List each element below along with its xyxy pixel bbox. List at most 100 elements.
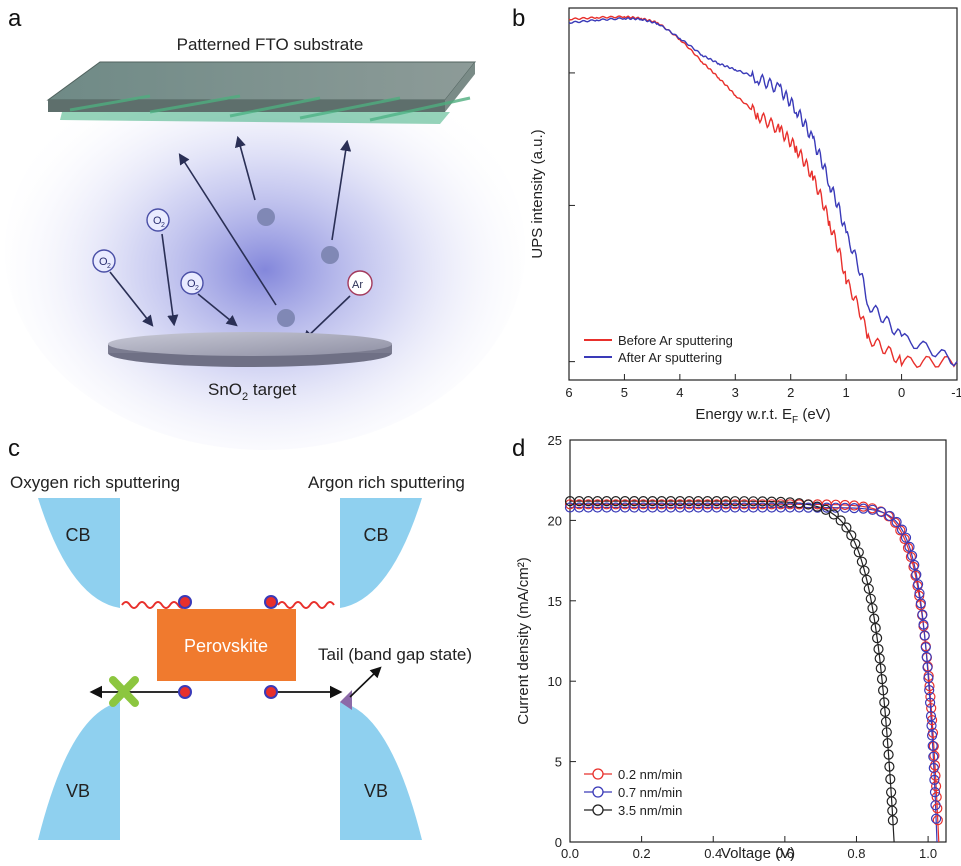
o2-molecule: O 2 [92, 249, 116, 273]
jv-point [874, 653, 885, 664]
sputtered-particle [321, 246, 339, 264]
ups-x-tick-label: 1 [843, 385, 850, 400]
svg-text:2: 2 [161, 222, 165, 229]
argon-rich-title: Argon rich sputtering [308, 473, 465, 492]
panel-a-label: a [8, 5, 22, 32]
jv-point [926, 720, 937, 731]
tail-state [340, 690, 352, 710]
particle-arrows [109, 135, 352, 342]
jv-point [871, 632, 883, 644]
panel-b: b UPS intensity (a.u.) Energy w.r.t. EF … [512, 5, 961, 426]
jv-point [812, 501, 823, 512]
jv-point [856, 556, 868, 567]
jv-point [930, 770, 941, 781]
jv-point [879, 706, 891, 718]
electron-dot [178, 595, 192, 609]
jv-point [863, 583, 874, 594]
ups-x-ticks: 6 5 4 3 2 1 0 -1 [565, 374, 961, 400]
ups-x-tick-label: -1 [951, 385, 961, 400]
jv-point [926, 714, 938, 726]
legend-0-2: 0.2 nm/min [618, 767, 682, 782]
jv-point [900, 532, 912, 543]
o2-molecule: O 2 [146, 208, 170, 232]
jv-y-tick-label: 10 [548, 674, 562, 689]
jv-x-tick-label: 0.2 [633, 846, 651, 861]
jv-point [930, 780, 942, 792]
jv-point [915, 598, 927, 609]
blocked-cross-icon [109, 676, 139, 707]
right-electron-wave [277, 601, 335, 609]
jv-point [835, 515, 846, 526]
ups-y-ticks [569, 72, 575, 363]
jv-point [899, 533, 910, 545]
jv-y-tick-label: 15 [548, 594, 562, 609]
jv-point [876, 673, 888, 685]
jv-point [929, 774, 940, 786]
svg-text:2: 2 [195, 285, 199, 292]
jv-point [853, 547, 864, 558]
jv-point [882, 738, 893, 749]
panel-c: c Oxygen rich sputtering Argon rich sput… [8, 435, 472, 840]
jv-point [902, 542, 914, 554]
hole-dot [264, 685, 278, 699]
jv-point [922, 662, 933, 673]
jv-point [927, 740, 938, 752]
ups-x-tick-label: 6 [565, 385, 572, 400]
ups-x-tick-label: 0 [898, 385, 905, 400]
jv-point [876, 506, 887, 518]
ups-x-tick-label: 3 [732, 385, 739, 400]
jv-point [923, 673, 934, 684]
panel-c-label: c [8, 435, 20, 462]
jv-point [883, 749, 894, 760]
jv-point [828, 509, 839, 520]
jv-point [926, 703, 937, 714]
ups-y-axis-label: UPS intensity (a.u.) [529, 129, 546, 258]
panel-d: d Current density (mA/cm²) Voltage (V) 0… [512, 433, 947, 862]
fto-substrate [46, 61, 477, 124]
sputtered-particle [257, 208, 275, 226]
perovskite-label: Perovskite [184, 636, 268, 656]
ar-ion: Ar [347, 270, 373, 296]
svg-text:O: O [153, 215, 162, 227]
jv-point [880, 716, 892, 727]
jv-point [850, 538, 861, 549]
o2-molecule: O 2 [180, 271, 204, 295]
sputtered-particle [277, 309, 295, 327]
jv-point [875, 663, 886, 674]
ups-after-line [568, 16, 958, 367]
jv-point [841, 522, 852, 533]
tail-label: Tail (band gap state) [318, 645, 472, 664]
substrate-label: Patterned FTO substrate [177, 35, 364, 54]
ups-series [568, 15, 958, 369]
perovskite-block [157, 609, 296, 681]
jv-point [919, 630, 930, 641]
jv-point [885, 773, 896, 785]
tail-pointer-arrow [349, 666, 382, 698]
oxygen-rich-title: Oxygen rich sputtering [10, 473, 180, 492]
electron-dot [264, 595, 278, 609]
right-vb-band [340, 702, 422, 840]
jv-point [881, 727, 892, 738]
jv-x-tick-label: 0.4 [704, 846, 722, 861]
jv-point [896, 524, 908, 535]
hole-dot [178, 685, 192, 699]
panel-a: a Patterned FTO substrate [5, 5, 525, 450]
jv-point [917, 609, 928, 620]
ups-x-tick-label: 4 [676, 385, 683, 400]
jv-plot-frame [569, 439, 947, 843]
legend-0-7: 0.7 nm/min [618, 785, 682, 800]
jv-point [918, 619, 929, 630]
jv-point [906, 550, 918, 561]
jv-y-tick-label: 5 [555, 755, 562, 770]
jv-point [867, 603, 878, 614]
sno2-target [108, 332, 392, 367]
jv-point [877, 685, 889, 696]
jv-x-tick-label: 0.0 [561, 846, 579, 861]
jv-point [911, 569, 922, 580]
jv-point [909, 559, 920, 571]
target-label: SnO2 target [208, 380, 297, 403]
jv-y-tick-label: 20 [548, 513, 562, 528]
jv-y-ticks: 0 5 10 15 20 25 [548, 433, 576, 850]
jv-point [891, 516, 902, 528]
svg-text:O: O [187, 278, 196, 290]
